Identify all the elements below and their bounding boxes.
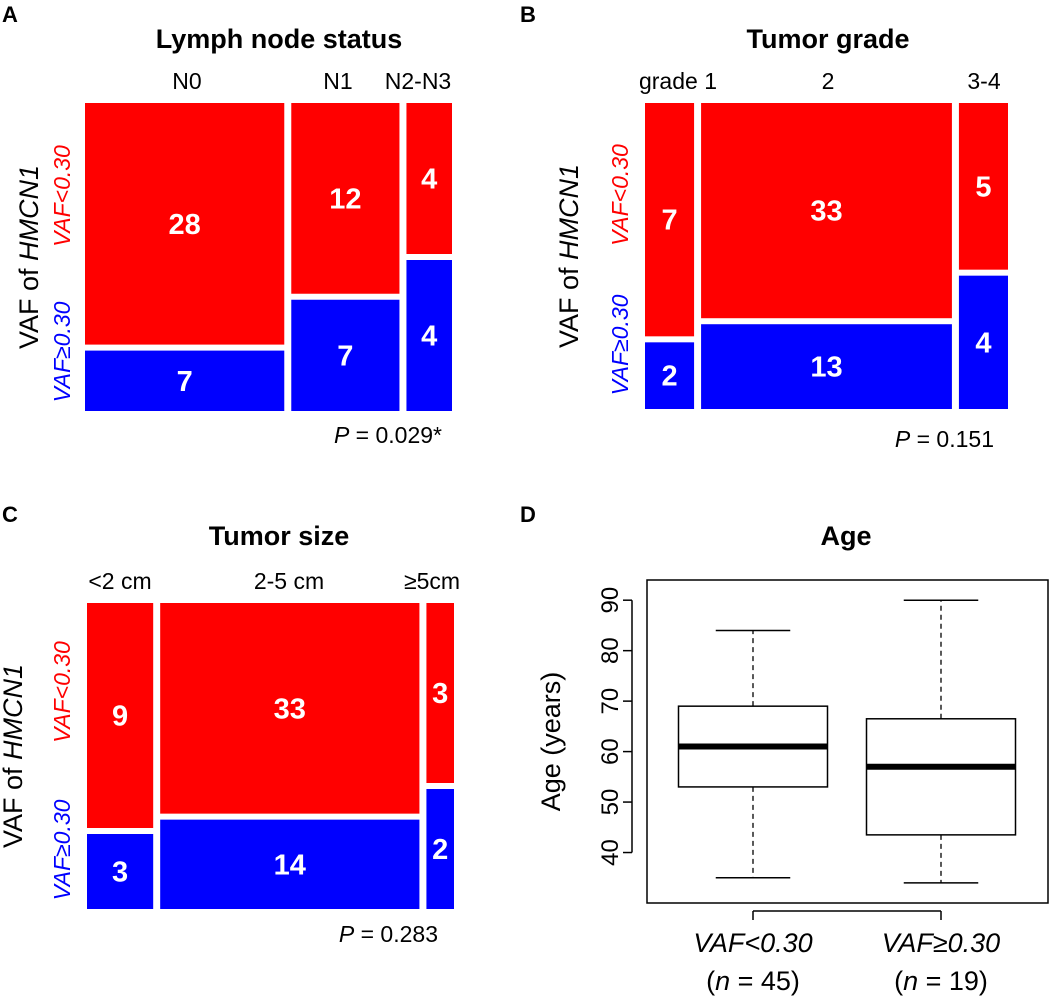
group-n-label: (n = 19) bbox=[894, 966, 988, 996]
row-label-high: VAF≥0.30 bbox=[49, 799, 75, 900]
mosaic-cell-high bbox=[160, 819, 420, 909]
category-label: N2-N3 bbox=[385, 68, 451, 94]
chart-title: Age bbox=[820, 521, 871, 551]
category-label: ≥5cm bbox=[404, 568, 460, 594]
mosaic-cell-high bbox=[701, 324, 952, 409]
mosaic-cell-high bbox=[291, 299, 400, 411]
mosaic-cell-low bbox=[291, 103, 400, 294]
mosaic-cell-high bbox=[645, 342, 695, 409]
panel-label: A bbox=[2, 2, 18, 27]
mosaic-cell-low bbox=[645, 103, 695, 337]
mosaic-cell-low bbox=[87, 603, 154, 828]
x-tick-label: VAF≥0.30 bbox=[882, 928, 1000, 958]
category-label: N1 bbox=[323, 68, 352, 94]
y-tick-label: 40 bbox=[597, 839, 624, 866]
panel-label: C bbox=[2, 502, 18, 527]
mosaic-cell-low bbox=[426, 603, 454, 783]
y-tick-label: 60 bbox=[597, 738, 624, 765]
mosaic-cell-low bbox=[701, 103, 952, 319]
y-axis-label: Age (years) bbox=[536, 672, 566, 812]
row-label-low: VAF<0.30 bbox=[49, 641, 75, 743]
mosaic-cell-high bbox=[85, 350, 285, 411]
cell-count: 7 bbox=[661, 205, 677, 237]
mosaic-cell-low bbox=[160, 603, 420, 814]
cell-count: 2 bbox=[661, 361, 677, 393]
cell-count: 33 bbox=[810, 196, 842, 228]
cell-count: 7 bbox=[337, 340, 353, 372]
panel-label: D bbox=[520, 502, 536, 527]
panel-label: B bbox=[520, 2, 536, 27]
mosaic-plot: 7 2 grade 1 33 13 2 5 4 3-4 VAF of HMCN1 VAF<0.30 V… bbox=[554, 68, 1008, 409]
row-label-low: VAF<0.30 bbox=[49, 145, 75, 247]
row-label-low: VAF<0.30 bbox=[607, 144, 633, 246]
mosaic-plot: 28 7 N0 12 7 N1 4 4 N2-N3 VAF of HMCN1 VAF<0.30 VAF… bbox=[14, 68, 452, 411]
category-label: grade 1 bbox=[639, 68, 717, 94]
cell-count: 7 bbox=[177, 366, 193, 398]
panel-d: D Age 40 50 60 70 80 90 Age (years) VAF<0.30 (n … bbox=[520, 502, 1049, 996]
category-label: 2 bbox=[822, 68, 835, 94]
cell-count: 14 bbox=[274, 849, 306, 881]
mosaic-cell-low bbox=[958, 103, 1008, 270]
y-tick-label: 70 bbox=[597, 688, 624, 715]
y-tick-label: 50 bbox=[597, 789, 624, 816]
mosaic-cell-low bbox=[85, 103, 285, 345]
box-plot: 40 50 60 70 80 90 Age (years) VAF<0.30 (n = 45) V… bbox=[536, 579, 1049, 996]
row-label-high: VAF≥0.30 bbox=[607, 294, 633, 395]
cell-count: 28 bbox=[169, 209, 201, 241]
cell-count: 3 bbox=[432, 678, 448, 710]
row-label-high: VAF≥0.30 bbox=[49, 301, 75, 402]
cell-count: 12 bbox=[329, 183, 361, 215]
cell-count: 4 bbox=[421, 164, 437, 196]
cell-count: 2 bbox=[432, 834, 448, 866]
y-tick-label: 80 bbox=[597, 637, 624, 664]
y-axis-label: VAF of HMCN1 bbox=[14, 165, 44, 349]
cell-count: 13 bbox=[810, 352, 842, 384]
panel-b: B Tumor grade 7 2 grade 1 33 13 2 5 4 3-4 VAF of … bbox=[520, 2, 1008, 452]
category-label: 3-4 bbox=[967, 68, 1000, 94]
panel-a: A Lymph node status 28 7 N0 12 7 N1 4 4 N2-N3 VAF… bbox=[2, 2, 452, 448]
panel-c: C Tumor size 9 3 <2 cm 33 14 2-5 cm 3 2 ≥5cm VAF … bbox=[0, 502, 460, 947]
cell-count: 33 bbox=[274, 693, 306, 725]
p-value: P = 0.029* bbox=[334, 422, 442, 448]
category-label: N0 bbox=[172, 68, 201, 94]
category-label: 2-5 cm bbox=[254, 568, 324, 594]
chart-title: Tumor grade bbox=[746, 24, 909, 54]
cell-count: 5 bbox=[975, 171, 991, 203]
p-value: P = 0.151 bbox=[895, 426, 994, 452]
mosaic-plot: 9 3 <2 cm 33 14 2-5 cm 3 2 ≥5cm VAF of HMCN1 VAF<0… bbox=[0, 568, 460, 909]
group-n-label: (n = 45) bbox=[706, 966, 800, 996]
mosaic-cell-low bbox=[406, 103, 452, 254]
x-tick-label: VAF<0.30 bbox=[693, 928, 812, 958]
mosaic-cell-high bbox=[87, 834, 154, 909]
cell-count: 4 bbox=[975, 327, 991, 359]
plot-frame bbox=[646, 579, 1049, 904]
category-label: <2 cm bbox=[88, 568, 151, 594]
cell-count: 9 bbox=[112, 701, 128, 733]
mosaic-cell-high bbox=[406, 260, 452, 411]
y-axis-label: VAF of HMCN1 bbox=[554, 164, 584, 348]
chart-title: Tumor size bbox=[209, 521, 350, 551]
y-tick-label: 90 bbox=[597, 587, 624, 614]
cell-count: 4 bbox=[421, 321, 437, 353]
chart-title: Lymph node status bbox=[156, 24, 403, 54]
box-iqr bbox=[865, 718, 1017, 836]
mosaic-cell-high bbox=[958, 275, 1008, 409]
mosaic-cell-high bbox=[426, 789, 454, 909]
p-value: P = 0.283 bbox=[339, 921, 438, 947]
y-axis-label: VAF of HMCN1 bbox=[0, 664, 28, 848]
cell-count: 3 bbox=[112, 857, 128, 889]
